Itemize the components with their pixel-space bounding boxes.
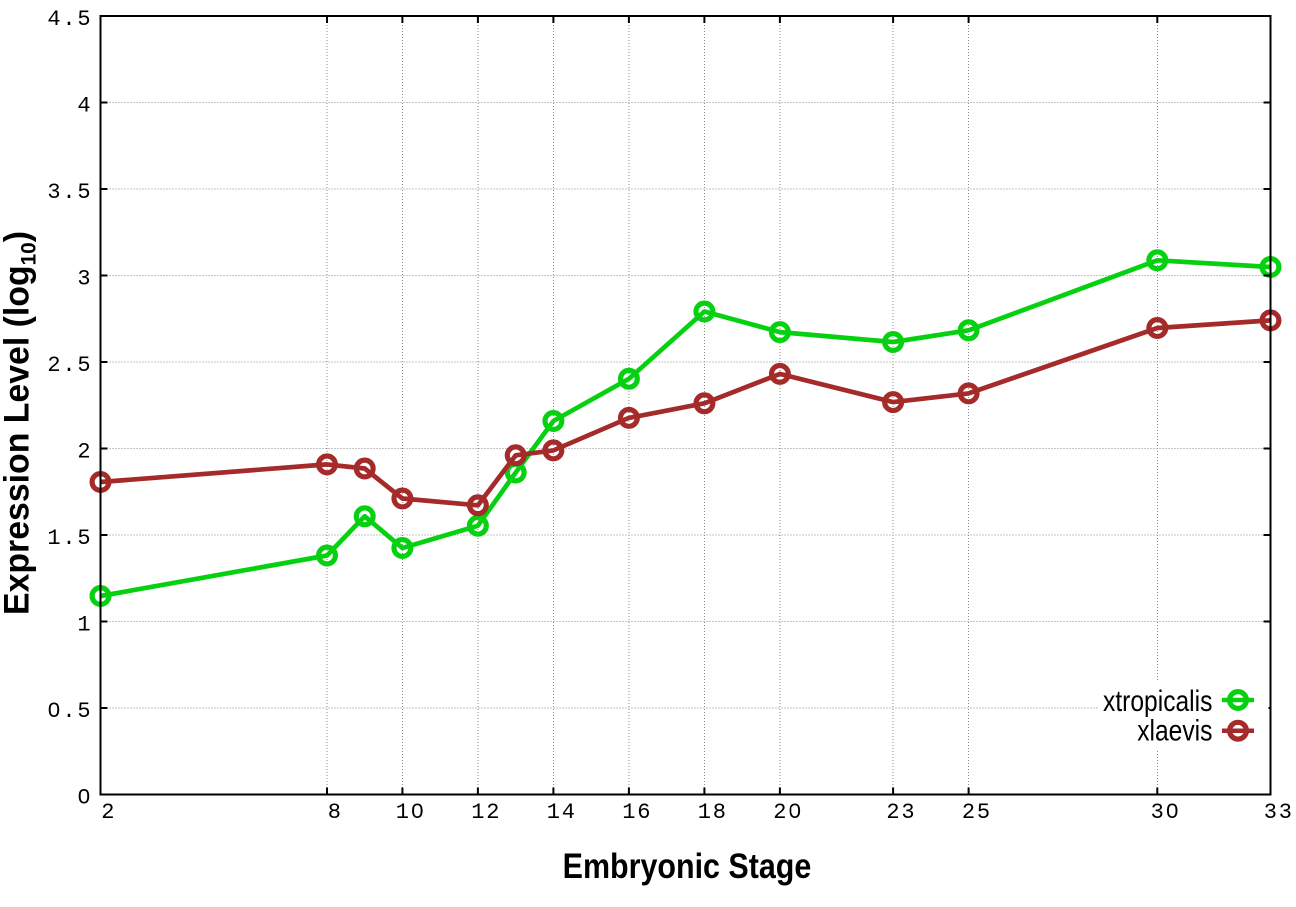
svg-text:10: 10 (396, 800, 426, 825)
svg-text:xtropicalis: xtropicalis (1103, 684, 1212, 718)
svg-text:30: 30 (1151, 800, 1181, 825)
svg-text:xlaevis: xlaevis (1137, 713, 1212, 747)
svg-text:23: 23 (886, 800, 916, 825)
svg-text:2: 2 (77, 440, 92, 465)
svg-text:Expression Level (log10): Expression Level (log10) (0, 231, 41, 615)
svg-text:12: 12 (471, 800, 501, 825)
svg-text:33: 33 (1264, 800, 1294, 825)
svg-text:16: 16 (622, 800, 652, 825)
svg-text:1.5: 1.5 (47, 526, 92, 551)
svg-text:18: 18 (698, 800, 728, 825)
svg-text:25: 25 (962, 800, 992, 825)
svg-text:1: 1 (77, 613, 92, 638)
svg-text:3.5: 3.5 (47, 180, 92, 205)
svg-text:8: 8 (328, 800, 343, 825)
svg-text:20: 20 (773, 800, 803, 825)
svg-text:14: 14 (547, 800, 577, 825)
svg-text:4: 4 (77, 94, 92, 119)
svg-text:3: 3 (77, 267, 92, 292)
svg-text:4.5: 4.5 (47, 7, 92, 32)
svg-text:Embryonic Stage: Embryonic Stage (563, 846, 812, 885)
svg-text:2: 2 (101, 800, 116, 825)
svg-text:2.5: 2.5 (47, 353, 92, 378)
